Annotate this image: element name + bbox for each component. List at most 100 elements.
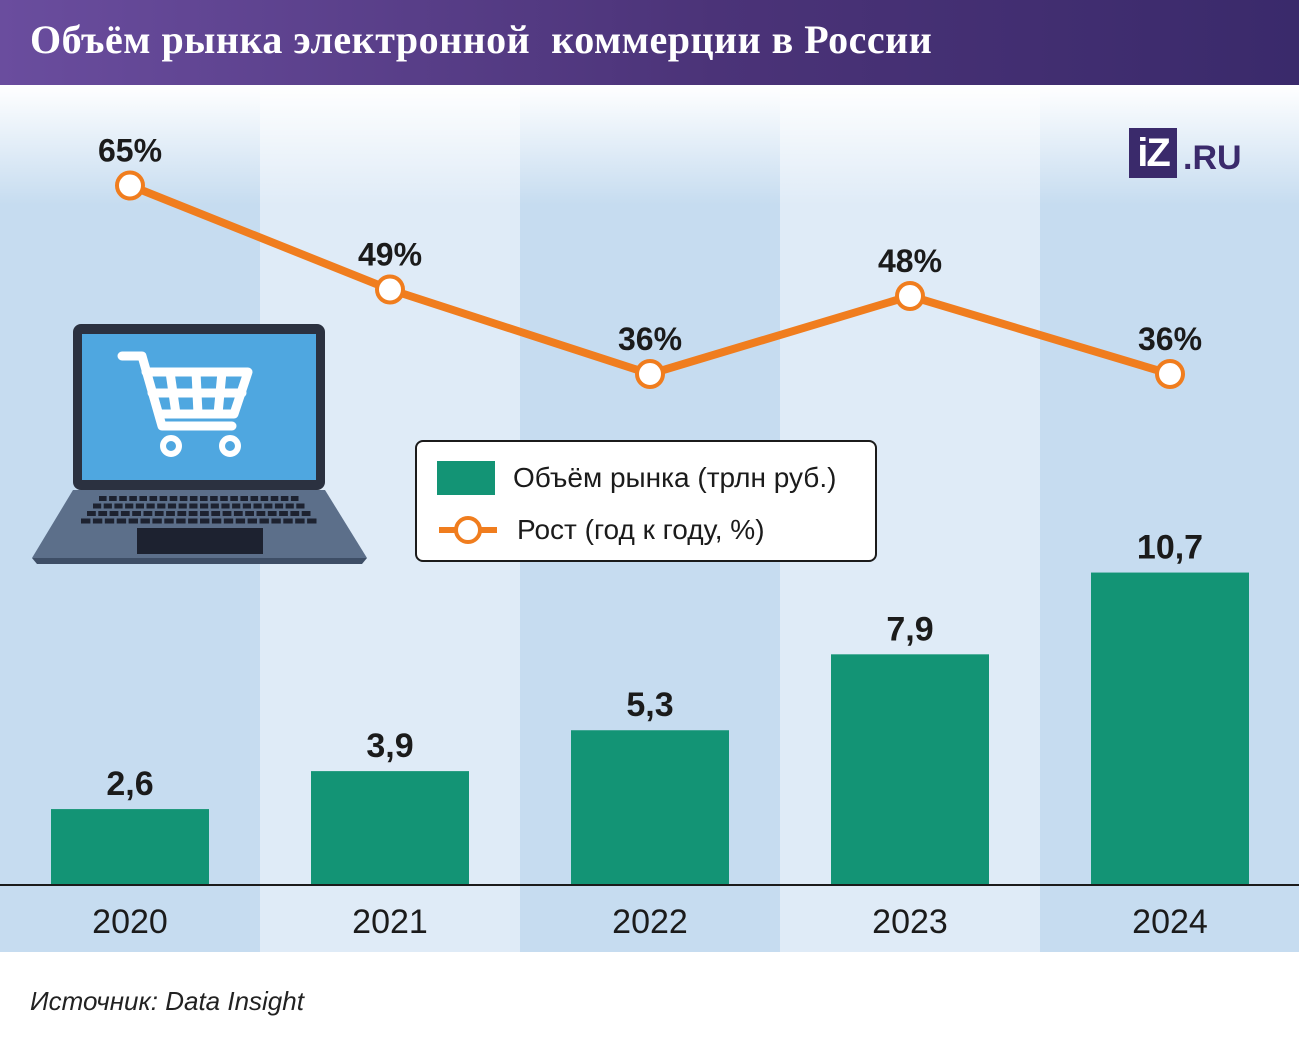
bar-value-label-2021: 3,9	[366, 727, 413, 765]
laptop-key	[279, 511, 288, 516]
x-tick-label-2022: 2022	[612, 903, 688, 941]
growth-label-2022: 36%	[618, 321, 682, 357]
laptop-key	[129, 496, 137, 501]
laptop-key	[188, 511, 198, 516]
laptop-key	[176, 518, 186, 524]
laptop-key	[230, 496, 238, 501]
laptop-key	[119, 496, 127, 501]
laptop-key	[256, 511, 266, 516]
growth-point-2022	[635, 359, 665, 389]
laptop-key	[109, 496, 117, 501]
laptop-key	[152, 518, 162, 524]
laptop-key	[200, 503, 209, 509]
laptop-key	[103, 503, 112, 509]
laptop-key	[179, 496, 188, 501]
logo-box: iZ	[1129, 128, 1177, 178]
laptop-key	[87, 511, 96, 516]
laptop-key	[210, 496, 218, 501]
laptop-key	[125, 503, 134, 509]
laptop-key	[178, 503, 187, 509]
laptop-key	[245, 511, 254, 516]
growth-point-2021	[375, 274, 405, 305]
laptop-key	[301, 511, 311, 516]
legend-line-marker-icon	[439, 516, 497, 544]
laptop-key	[295, 518, 305, 524]
laptop-key	[296, 503, 305, 509]
laptop-key	[233, 511, 243, 516]
laptop-key	[140, 518, 150, 524]
logo-suffix: .RU	[1183, 139, 1242, 177]
bar-2020	[51, 809, 209, 885]
header-banner: Объём рынка электронной коммерции в Росс…	[0, 0, 1299, 85]
laptop-key	[166, 511, 175, 516]
source-note: Источник: Data Insight	[30, 986, 304, 1016]
legend-line-label: Рост (год к году, %)	[517, 514, 765, 545]
laptop-key	[93, 503, 102, 509]
laptop-key	[223, 518, 234, 524]
laptop-key	[139, 496, 147, 501]
iz-ru-logo: iZ .RU	[1129, 128, 1242, 178]
laptop-key	[283, 518, 293, 524]
legend-item-line: Рост (год к году, %)	[437, 510, 765, 550]
bar-2024	[1091, 572, 1249, 885]
growth-line-series: 65% 49% 36% 48% 36%	[98, 133, 1202, 389]
laptop-key	[146, 503, 155, 509]
growth-label-2021: 49%	[358, 237, 422, 273]
laptop-key	[260, 496, 269, 501]
laptop-key	[99, 496, 107, 501]
laptop-key	[222, 511, 232, 516]
laptop-key	[200, 496, 208, 501]
growth-point-2024	[1155, 359, 1185, 389]
legend-bar-swatch	[437, 461, 495, 495]
bar-2023	[831, 654, 989, 885]
laptop-key	[242, 503, 251, 509]
growth-label-2020: 65%	[98, 133, 162, 169]
bar-2021	[311, 771, 469, 885]
x-tick-label-2023: 2023	[872, 903, 948, 941]
growth-label-2023: 48%	[878, 243, 942, 279]
laptop-key	[159, 496, 168, 501]
laptop-key	[200, 511, 209, 516]
laptop-key	[149, 496, 158, 501]
laptop-key	[285, 503, 294, 509]
growth-label-2024: 36%	[1138, 321, 1202, 357]
laptop-key	[220, 496, 228, 501]
laptop-key	[200, 518, 210, 524]
laptop-key	[210, 503, 219, 509]
laptop-key	[240, 496, 248, 501]
laptop-key	[189, 496, 198, 501]
bar-series: 2,6 3,9 5,3 7,9 10,7	[51, 529, 1249, 885]
x-tick-label-2021: 2021	[352, 903, 428, 941]
bar-2022	[571, 730, 729, 885]
laptop-key	[290, 496, 299, 501]
laptop-key	[259, 518, 269, 524]
x-tick-labels: 2020 2021 2022 2023 2024	[92, 903, 1208, 941]
x-tick-label-2020: 2020	[92, 903, 168, 941]
growth-point-2020	[115, 170, 145, 201]
bar-value-label-2024: 10,7	[1137, 529, 1203, 567]
laptop-key	[235, 518, 246, 524]
laptop-key	[189, 503, 198, 509]
x-tick-label-2024: 2024	[1132, 903, 1208, 941]
bar-value-label-2020: 2,6	[106, 765, 153, 803]
laptop-key	[211, 511, 221, 516]
laptop-key	[120, 511, 130, 516]
laptop-key	[188, 518, 198, 524]
laptop-key	[232, 503, 241, 509]
legend-item-bar: Объём рынка (трлн руб.)	[437, 458, 836, 498]
laptop-key	[154, 511, 164, 516]
laptop-key	[211, 518, 222, 524]
laptop-key	[253, 503, 262, 509]
laptop-key	[247, 518, 257, 524]
laptop-key	[221, 503, 230, 509]
laptop-key	[267, 511, 277, 516]
laptop-key	[132, 511, 141, 516]
bar-value-label-2022: 5,3	[626, 686, 673, 724]
laptop-key	[116, 518, 127, 524]
plot-top-fade	[0, 85, 1299, 205]
laptop-key	[81, 518, 91, 524]
laptop-key	[274, 503, 284, 509]
laptop-key	[128, 518, 138, 524]
laptop-key	[307, 518, 317, 524]
